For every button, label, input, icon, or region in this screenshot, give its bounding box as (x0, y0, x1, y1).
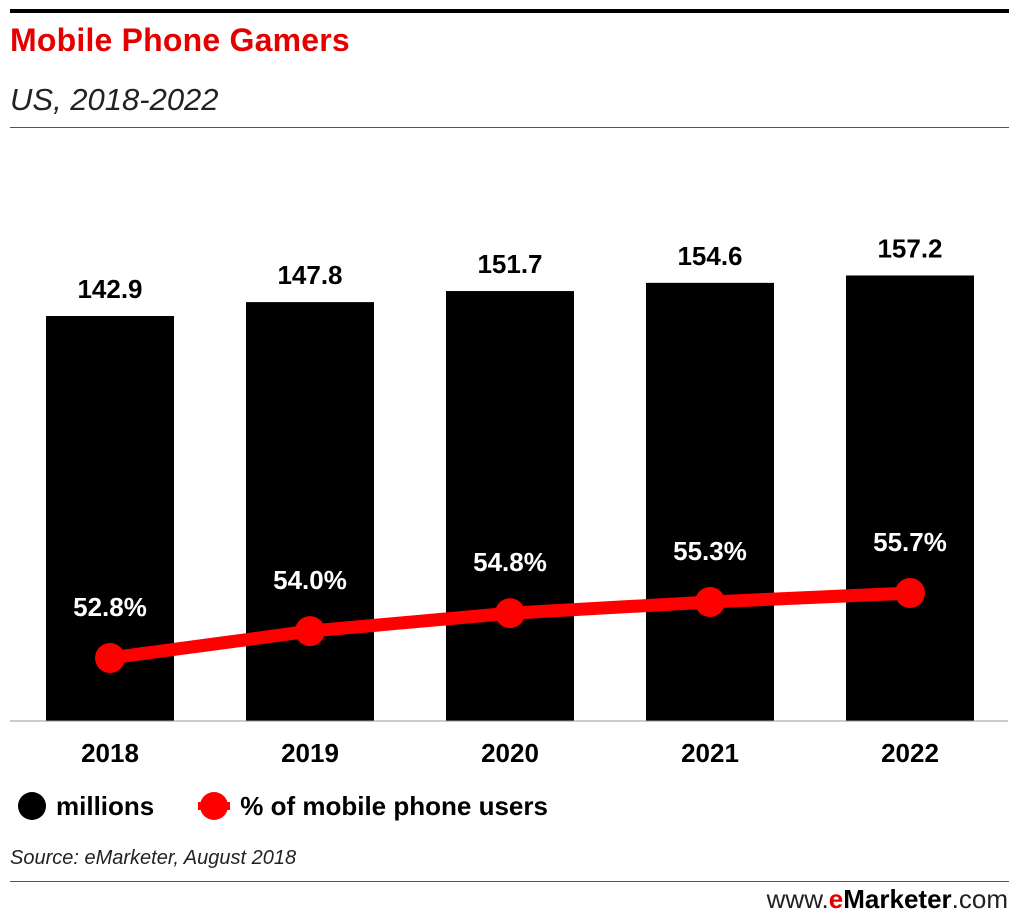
line-value-label: 55.3% (673, 536, 747, 566)
chart-area: 142.9 147.8 151.7 154.6 157.2 2018 2019 2020 202… (10, 233, 1008, 768)
line-value-label: 54.8% (473, 547, 547, 577)
bar-2022 (846, 275, 974, 721)
line-point-2021 (695, 587, 725, 617)
chart-subtitle: US, 2018-2022 (10, 82, 219, 117)
line-point-2022 (895, 578, 925, 609)
bar-value-label: 151.7 (477, 249, 542, 279)
line-point-2018 (95, 643, 125, 673)
legend-label-millions: millions (56, 790, 155, 821)
x-tick-label: 2021 (681, 738, 739, 768)
line-value-label: 52.8% (73, 592, 147, 622)
brand-prefix: www. (766, 884, 829, 914)
brand-e: e (828, 884, 844, 914)
line-value-label: 54.0% (273, 565, 347, 595)
top-rule (10, 9, 1009, 13)
brand-suffix: .com (951, 884, 1008, 914)
line-point-2020 (495, 598, 525, 629)
legend-swatch-line (198, 792, 231, 820)
x-tick-label: 2019 (281, 738, 339, 768)
legend-item-percent: % of mobile phone users (198, 791, 548, 822)
source-note: Source: eMarketer, August 2018 (10, 847, 297, 869)
legend-item-millions: millions (18, 791, 154, 822)
subtitle-rule (10, 127, 1009, 128)
x-tick-label: 2018 (81, 738, 139, 768)
bar-value-label: 147.8 (277, 260, 342, 290)
bar-value-label: 154.6 (677, 241, 742, 271)
line-point-2019 (295, 616, 325, 647)
line-value-label: 55.7% (873, 527, 947, 557)
brand-name: Marketer (843, 884, 952, 914)
bar-value-label: 142.9 (77, 274, 142, 304)
bar-2020 (446, 291, 574, 721)
bar-value-label: 157.2 (877, 233, 942, 263)
chart-title: Mobile Phone Gamers (10, 22, 350, 58)
legend-swatch-bar (18, 792, 46, 820)
x-tick-label: 2020 (481, 738, 539, 768)
brand-logo: www.eMarketer.com (767, 884, 1008, 915)
legend-label-percent: % of mobile phone users (240, 790, 548, 821)
x-tick-label: 2022 (881, 738, 939, 768)
legend: millions % of mobile phone users (18, 788, 592, 824)
bar-2019 (246, 302, 374, 721)
bar-2021 (646, 282, 774, 721)
footer-rule (10, 881, 1009, 882)
